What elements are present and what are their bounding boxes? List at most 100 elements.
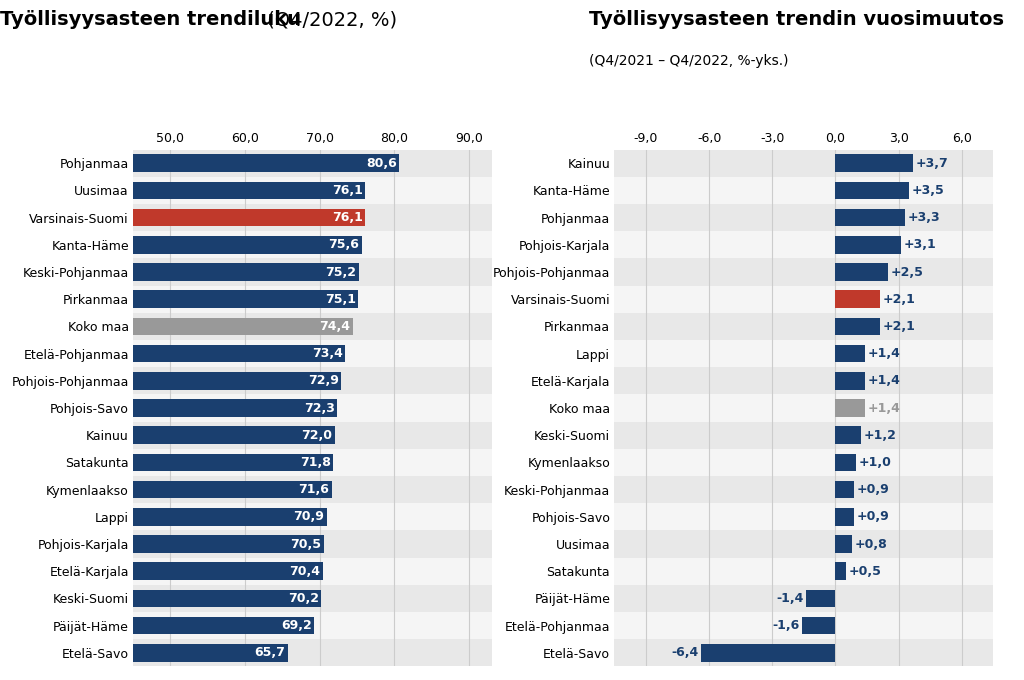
Bar [133,399,337,417]
Text: +1,4: +1,4 [867,374,900,388]
Text: +1,2: +1,2 [863,428,896,442]
Bar [836,372,865,390]
Bar [836,318,880,335]
Bar [614,422,993,449]
Text: +3,3: +3,3 [907,211,940,224]
Text: +0,9: +0,9 [857,483,890,496]
Text: 72,9: 72,9 [308,374,339,388]
Bar [614,177,993,204]
Bar [133,209,366,226]
Bar [133,290,357,308]
Bar [133,340,492,367]
Text: -1,6: -1,6 [772,619,799,632]
Bar [133,318,352,335]
Bar [614,449,993,476]
Bar [133,258,492,286]
Bar [133,481,332,498]
Bar [133,612,492,639]
Text: 70,4: 70,4 [290,564,321,578]
Text: 76,1: 76,1 [332,184,364,197]
Bar [614,612,993,639]
Bar [836,535,852,553]
Bar [133,422,492,449]
Text: +0,8: +0,8 [855,537,888,551]
Bar [614,530,993,558]
Text: +1,0: +1,0 [859,456,892,469]
Bar [133,345,345,362]
Text: 70,5: 70,5 [290,537,322,551]
Text: +1,4: +1,4 [867,401,900,415]
Bar [614,204,993,231]
Text: 70,2: 70,2 [288,592,319,605]
Text: 73,4: 73,4 [312,347,343,360]
Bar [133,426,335,444]
Text: 69,2: 69,2 [281,619,311,632]
Text: -1,4: -1,4 [776,592,804,605]
Bar [836,345,865,362]
Bar [836,508,854,526]
Bar [133,454,333,471]
Text: (Q4/2022, %): (Q4/2022, %) [261,10,397,29]
Text: +3,5: +3,5 [911,184,944,197]
Bar [133,503,492,530]
Bar [614,476,993,503]
Bar [133,236,361,254]
Bar [836,154,913,172]
Bar [133,182,366,199]
Text: 75,2: 75,2 [326,265,356,279]
Text: 72,0: 72,0 [301,428,333,442]
Bar [614,367,993,394]
Bar [133,154,399,172]
Text: 76,1: 76,1 [332,211,364,224]
Bar [700,644,836,662]
Text: 75,1: 75,1 [325,292,355,306]
Text: +0,9: +0,9 [857,510,890,524]
Bar [614,639,993,666]
Text: 80,6: 80,6 [366,156,396,170]
Bar [614,258,993,286]
Bar [614,503,993,530]
Bar [133,558,492,585]
Text: 71,6: 71,6 [299,483,330,496]
Bar [133,590,322,607]
Bar [802,617,836,634]
Bar [133,644,288,662]
Bar [133,177,492,204]
Bar [836,562,846,580]
Bar [133,585,492,612]
Bar [133,639,492,666]
Text: +1,4: +1,4 [867,347,900,360]
Text: Työllisyysasteen trendin vuosimuutos: Työllisyysasteen trendin vuosimuutos [589,10,1004,29]
Bar [836,290,880,308]
Text: +3,1: +3,1 [903,238,936,252]
Text: Työllisyysasteen trendiluku: Työllisyysasteen trendiluku [0,10,301,29]
Text: 75,6: 75,6 [329,238,359,252]
Bar [133,530,492,558]
Bar [133,263,358,281]
Bar [133,394,492,422]
Bar [614,394,993,422]
Bar [614,231,993,258]
Bar [133,449,492,476]
Bar [133,476,492,503]
Bar [133,508,327,526]
Text: +0,5: +0,5 [849,564,882,578]
Bar [614,313,993,340]
Bar [133,204,492,231]
Text: 70,9: 70,9 [294,510,325,524]
Text: +2,1: +2,1 [882,320,915,333]
Bar [133,231,492,258]
Text: +3,7: +3,7 [915,156,948,170]
Bar [806,590,836,607]
Text: (Q4/2021 – Q4/2022, %-yks.): (Q4/2021 – Q4/2022, %-yks.) [589,54,788,69]
Text: 74,4: 74,4 [319,320,350,333]
Bar [836,263,888,281]
Bar [133,367,492,394]
Bar [614,150,993,177]
Bar [614,340,993,367]
Bar [133,286,492,313]
Bar [133,617,313,634]
Text: +2,1: +2,1 [882,292,915,306]
Bar [133,372,341,390]
Text: -6,4: -6,4 [671,646,698,660]
